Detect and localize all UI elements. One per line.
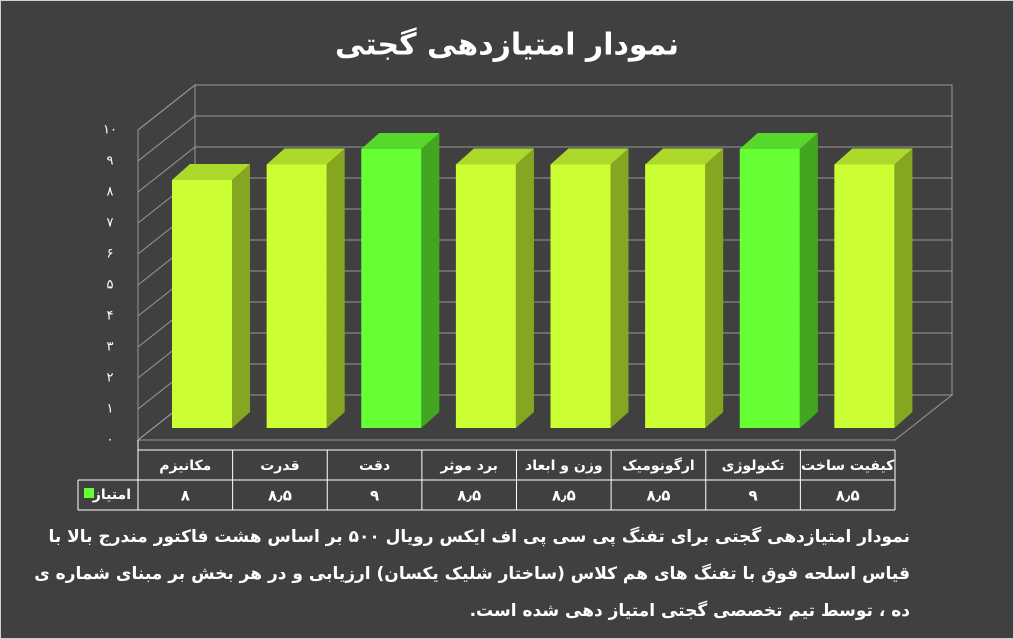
x-tick-label: ارگونومیک (622, 457, 695, 474)
legend-label: امتیاز (92, 487, 131, 503)
bar-side (515, 148, 534, 428)
chart-title: نمودار امتیازدهی گجتی (335, 27, 679, 63)
bar-side (232, 164, 250, 428)
bar-top-shade (739, 133, 818, 149)
bar-side-shade (515, 148, 534, 428)
x-tick-label: برد موثر (439, 458, 497, 474)
bar (172, 180, 232, 428)
x-tick-label: قدرت (260, 458, 299, 474)
bar-side (799, 133, 818, 428)
bar-top (172, 164, 250, 180)
bar (834, 164, 895, 428)
x-tick-label: دقت (359, 458, 390, 474)
y-tick-label: ۱۰ (103, 123, 117, 138)
caption-line: ده ، توسط تیم تخصصی گجتی امتیاز دهی شده … (469, 601, 910, 621)
grid-line (137, 115, 952, 162)
bar-side (326, 148, 345, 428)
y-tick-label: ۲ (107, 371, 114, 386)
bar-top-shade (266, 148, 345, 165)
y-tick-label: ۱ (107, 402, 114, 417)
y-tick-label: ۳ (107, 340, 114, 355)
bar (645, 164, 706, 428)
x-tick-label: مکانیزم (159, 458, 211, 474)
y-tick-label: ۰ (107, 433, 114, 448)
bar (739, 149, 800, 428)
value-label: ۸٫۵ (552, 487, 576, 505)
bar-top-shade (172, 164, 250, 180)
value-label: ۸٫۵ (836, 487, 860, 505)
bar-top-shade (550, 148, 629, 165)
x-tick-label: کیفیت ساخت (801, 458, 895, 474)
bar-top-shade (645, 148, 724, 165)
bar-top (645, 148, 724, 165)
y-tick-label: ۴ (107, 309, 114, 324)
bar-side-shade (705, 148, 724, 428)
value-label: ۹ (370, 487, 379, 505)
caption-line: قیاس اسلحه فوق با تفنگ های هم کلاس (ساخت… (34, 564, 910, 584)
bar-side-shade (232, 164, 250, 428)
bar-top (834, 148, 913, 165)
bar-side (610, 148, 629, 428)
bar-top (361, 133, 440, 149)
bar-side-shade (894, 148, 913, 428)
value-label: ۹ (748, 487, 757, 505)
x-tick-label: وزن و ابعاد (525, 458, 603, 474)
bar (550, 164, 611, 428)
value-label: ۸ (181, 487, 190, 505)
bar-side (421, 133, 440, 428)
caption-line: نمودار امتیازدهی گجتی برای تفنگ پی سی پی… (48, 527, 910, 547)
bar-top-shade (455, 148, 534, 165)
bar (361, 149, 422, 428)
bar-side (894, 148, 913, 428)
y-tick-label: ۶ (107, 247, 114, 262)
bar (266, 164, 327, 428)
grid-line (137, 146, 952, 193)
bar-side-shade (326, 148, 345, 428)
bar-top (550, 148, 629, 165)
bar-side-shade (799, 133, 818, 428)
value-label: ۸٫۵ (457, 487, 481, 505)
bar-side-shade (421, 133, 440, 428)
bar-top (739, 133, 818, 149)
bar-top (455, 148, 534, 165)
value-label: ۸٫۵ (268, 487, 292, 505)
grid-line (137, 84, 952, 131)
y-tick-label: ۷ (107, 216, 114, 231)
bar-top-shade (834, 148, 913, 165)
y-tick-label: ۸ (107, 185, 114, 200)
bar-top-shade (361, 133, 440, 149)
value-label: ۸٫۵ (646, 487, 670, 505)
bar (455, 164, 516, 428)
x-tick-label: تکنولوژی (722, 458, 785, 474)
y-tick-label: ۹ (107, 154, 114, 169)
legend-key (84, 488, 94, 498)
bar-top (266, 148, 345, 165)
y-tick-label: ۵ (107, 278, 114, 293)
bar-side-shade (610, 148, 629, 428)
bar-side (705, 148, 724, 428)
